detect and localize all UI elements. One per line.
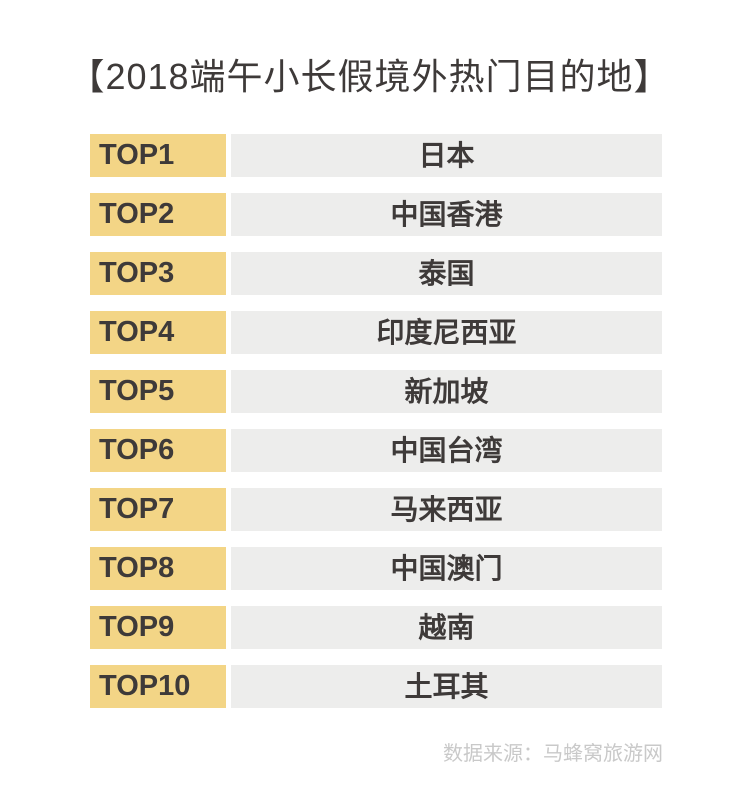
data-source-note: 数据来源：马蜂窝旅游网 (443, 743, 663, 765)
ranking-row: TOP2 中国香港 (90, 193, 662, 236)
ranking-row: TOP7 马来西亚 (90, 488, 662, 531)
destination-cell: 中国澳门 (231, 547, 662, 590)
destination-cell: 中国香港 (231, 193, 662, 236)
ranking-row: TOP1 日本 (90, 134, 662, 177)
ranking-row: TOP10 土耳其 (90, 665, 662, 708)
ranking-list: TOP1 日本 TOP2 中国香港 TOP3 泰国 TOP4 印度尼西亚 TOP… (90, 134, 662, 724)
ranking-row: TOP5 新加坡 (90, 370, 662, 413)
rank-badge: TOP10 (90, 665, 226, 708)
rank-badge: TOP1 (90, 134, 226, 177)
ranking-row: TOP3 泰国 (90, 252, 662, 295)
rank-badge: TOP9 (90, 606, 226, 649)
ranking-row: TOP6 中国台湾 (90, 429, 662, 472)
rank-badge: TOP7 (90, 488, 226, 531)
destination-cell: 印度尼西亚 (231, 311, 662, 354)
destination-cell: 日本 (231, 134, 662, 177)
rank-badge: TOP6 (90, 429, 226, 472)
ranking-row: TOP8 中国澳门 (90, 547, 662, 590)
destination-cell: 越南 (231, 606, 662, 649)
rank-badge: TOP3 (90, 252, 226, 295)
destination-cell: 泰国 (231, 252, 662, 295)
page-title: 【2018端午小长假境外热门目的地】 (68, 56, 671, 97)
destination-cell: 新加坡 (231, 370, 662, 413)
rank-badge: TOP5 (90, 370, 226, 413)
destination-cell: 土耳其 (231, 665, 662, 708)
destination-cell: 中国台湾 (231, 429, 662, 472)
rank-badge: TOP2 (90, 193, 226, 236)
rank-badge: TOP8 (90, 547, 226, 590)
rank-badge: TOP4 (90, 311, 226, 354)
destination-cell: 马来西亚 (231, 488, 662, 531)
ranking-row: TOP9 越南 (90, 606, 662, 649)
ranking-row: TOP4 印度尼西亚 (90, 311, 662, 354)
